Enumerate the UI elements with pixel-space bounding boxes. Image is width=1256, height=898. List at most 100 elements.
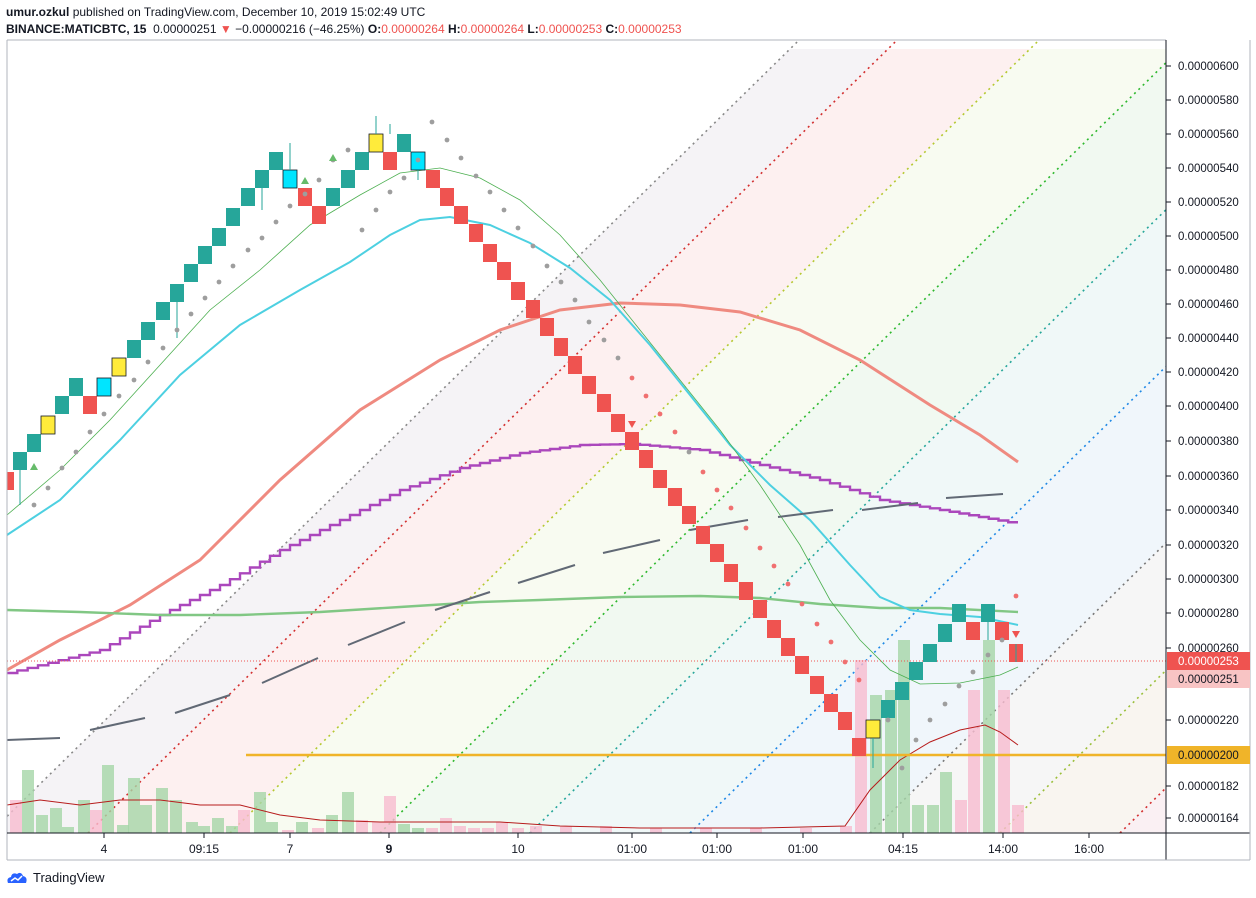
renko-brick-down	[724, 564, 738, 582]
volume-bar	[384, 796, 396, 833]
triangle-down-icon	[1012, 631, 1020, 638]
sar-dot	[700, 469, 706, 475]
renko-brick-up	[111, 357, 127, 377]
renko-brick-up	[141, 322, 155, 340]
renko-brick-down	[497, 262, 511, 280]
tradingview-brand: TradingView	[33, 870, 105, 885]
tradingview-logo[interactable]: TradingView	[6, 870, 105, 885]
sar-dot	[359, 227, 365, 233]
price-label-text: 0.00000200	[1178, 750, 1239, 762]
volume-bar	[454, 826, 466, 833]
gray-dash	[7, 737, 61, 741]
renko-brick-up	[952, 604, 966, 622]
price-label-text: 0.00000251	[1178, 674, 1239, 686]
price-tick-label: 0.00000360	[1178, 471, 1239, 483]
pitchfork-line	[229, 40, 1041, 833]
renko-brick-up	[981, 604, 995, 622]
renko-brick-down	[597, 394, 611, 412]
sar-dot	[672, 429, 678, 435]
sar-dot	[970, 669, 976, 675]
sar-dot	[842, 659, 848, 665]
sar-dot	[601, 337, 607, 343]
price-tick-label: 0.00000520	[1178, 197, 1239, 209]
volume-bar	[326, 815, 338, 833]
price-label-text: 0.00000253	[1178, 656, 1239, 668]
sar-dot	[828, 639, 834, 645]
price-axis[interactable]: 0.00000600 0.00000580 0.00000560 0.00000540…	[1166, 61, 1250, 825]
volume-bar	[50, 808, 62, 833]
renko-brick-up	[96, 377, 112, 397]
renko-brick-down	[824, 694, 838, 712]
open-value: 0.00000264	[381, 22, 445, 36]
volume-bar	[10, 800, 22, 833]
sar-dot	[259, 235, 265, 241]
price-change: −0.00000216 (−46.25%)	[235, 22, 365, 36]
sar-dot	[373, 207, 379, 213]
renko-brick-down	[582, 376, 596, 394]
renko-brick-down	[810, 676, 824, 694]
renko-brick-down	[710, 544, 724, 562]
sar-dot	[615, 355, 621, 361]
pitchfork-band	[230, 49, 1166, 833]
author-name[interactable]: umur.ozkul	[6, 5, 70, 19]
sar-dot	[913, 737, 919, 743]
sar-dot	[799, 601, 805, 607]
volume-bar	[78, 800, 90, 833]
time-axis[interactable]: 4 09:15 7 9 10 01:00 01:00 01:00 04:15 14:00 16:00	[101, 833, 1105, 856]
pitchfork-band	[7, 49, 888, 833]
volume-bar	[226, 826, 238, 833]
volume-bar	[412, 828, 424, 833]
sar-dot	[31, 502, 37, 508]
last-price: 0.00000251	[153, 22, 217, 36]
publish-info: umur.ozkul published on TradingView.com,…	[6, 5, 425, 19]
published-text: published on TradingView.com, December 1…	[72, 5, 426, 19]
sar-dot	[73, 449, 79, 455]
renko-brick-up	[923, 644, 937, 662]
price-tick-label: 0.00000380	[1178, 436, 1239, 448]
volume-bar	[885, 690, 897, 833]
volume-bar	[156, 788, 168, 833]
price-tick-label: 0.00000400	[1178, 401, 1239, 413]
renko-brick-down	[454, 206, 468, 224]
sar-dot	[145, 359, 151, 365]
volume-bar	[36, 815, 48, 833]
renko-brick-down	[526, 300, 540, 318]
sar-dot	[160, 345, 166, 351]
renko-brick-down	[383, 152, 397, 170]
sar-dot	[899, 765, 905, 771]
time-tick-label: 01:00	[617, 842, 647, 856]
renko-brick-down	[540, 318, 554, 336]
volume-bar	[512, 828, 524, 833]
renko-brick-up	[156, 302, 170, 320]
renko-brick-up	[326, 188, 340, 206]
volume-bar	[254, 792, 266, 833]
price-tick-label: 0.00000182	[1178, 781, 1239, 793]
sar-dot	[629, 375, 635, 381]
close-label: C:	[605, 22, 619, 36]
price-tick-label: 0.00000280	[1178, 608, 1239, 620]
sar-dot	[302, 191, 308, 197]
sar-dot	[572, 297, 578, 303]
symbol-label[interactable]: BINANCE:MATICBTC, 15	[6, 22, 147, 36]
volume-bar	[983, 640, 995, 833]
volume-bar	[398, 824, 410, 833]
sar-dot	[415, 157, 421, 163]
renko-brick-up	[13, 452, 27, 470]
sar-dot	[458, 155, 464, 161]
renko-brick-down	[298, 188, 312, 206]
time-tick-label: 04:15	[888, 842, 918, 856]
triangle-up-icon	[329, 154, 337, 161]
sar-dot	[59, 465, 65, 471]
time-tick-label: 16:00	[1074, 842, 1104, 856]
sar-dot	[530, 243, 536, 249]
renko-brick-down	[696, 526, 710, 544]
indicator-lines	[7, 167, 1166, 829]
renko-brick-up	[198, 246, 212, 264]
sar-dot	[116, 393, 122, 399]
volume-bar	[140, 805, 152, 833]
volume-bar	[898, 640, 910, 833]
renko-brick-up	[184, 264, 198, 282]
sar-dot	[586, 319, 592, 325]
price-label-box	[1167, 670, 1250, 688]
